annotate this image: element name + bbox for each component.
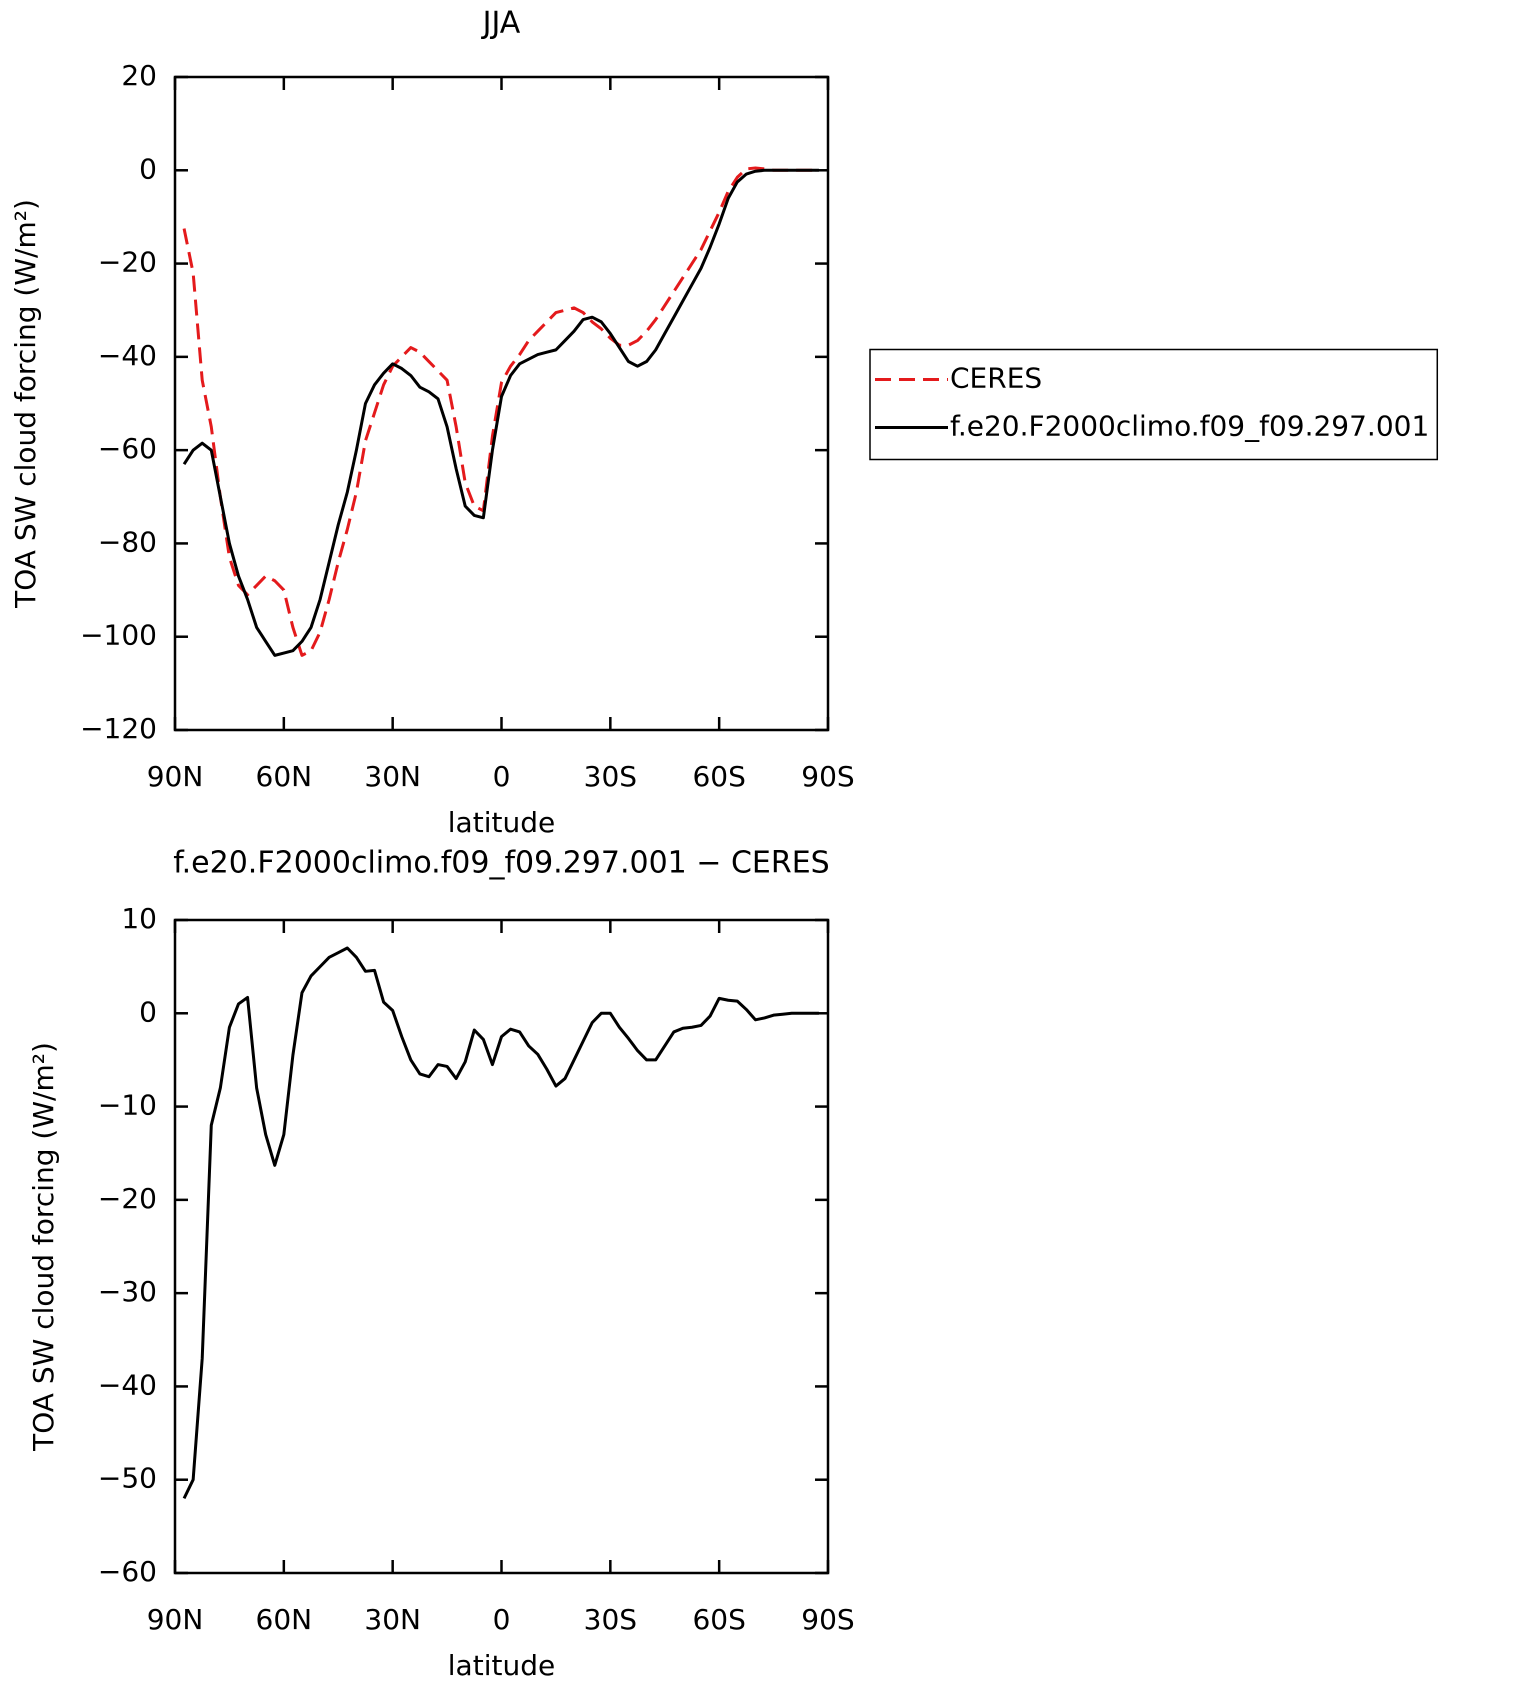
legend-label: CERES: [950, 362, 1042, 395]
y-tick-label: −100: [80, 619, 157, 652]
y-tick-label: −20: [98, 246, 157, 279]
y-tick-label: −40: [98, 1368, 157, 1401]
x-tick-label: 60N: [256, 1603, 313, 1636]
y-tick-label: 20: [121, 59, 157, 92]
chart-title: JJA: [481, 6, 521, 41]
data-line: [182, 168, 819, 657]
x-tick-label: 90S: [801, 760, 854, 793]
x-axis-label: latitude: [448, 806, 555, 839]
legend-box: [869, 348, 1439, 461]
x-tick-label: 60S: [692, 1603, 745, 1636]
y-tick-label: −60: [98, 432, 157, 465]
chart-title: f.e20.F2000climo.f09_f09.297.001 − CERES: [173, 846, 829, 881]
y-tick-label: −80: [98, 525, 157, 558]
x-tick-label: 0: [493, 760, 511, 793]
x-tick-label: 30S: [584, 1603, 637, 1636]
y-axis-label: TOA SW cloud forcing (W/m²): [9, 199, 42, 609]
y-tick-label: −50: [98, 1462, 157, 1495]
y-tick-label: −40: [98, 339, 157, 372]
y-tick-label: 0: [139, 152, 157, 185]
x-tick-label: 30N: [364, 760, 421, 793]
y-tick-label: −60: [98, 1555, 157, 1588]
x-tick-label: 0: [493, 1603, 511, 1636]
x-tick-label: 30N: [364, 1603, 421, 1636]
y-axis-label: TOA SW cloud forcing (W/m²): [27, 1042, 60, 1452]
y-tick-label: −10: [98, 1089, 157, 1122]
y-tick-label: −20: [98, 1182, 157, 1215]
x-tick-label: 60S: [692, 760, 745, 793]
plot-frame: [173, 918, 830, 1575]
y-tick-label: 10: [121, 902, 157, 935]
legend-label: f.e20.F2000climo.f09_f09.297.001: [950, 410, 1429, 443]
x-tick-label: 60N: [256, 760, 313, 793]
x-tick-label: 90S: [801, 1603, 854, 1636]
x-axis-label: latitude: [448, 1649, 555, 1682]
x-tick-label: 90N: [147, 760, 204, 793]
y-tick-label: −120: [80, 712, 157, 745]
x-tick-label: 90N: [147, 1603, 204, 1636]
data-line: [182, 166, 819, 657]
data-line: [182, 946, 819, 1500]
y-tick-label: 0: [139, 995, 157, 1028]
y-tick-label: −30: [98, 1275, 157, 1308]
x-tick-label: 30S: [584, 760, 637, 793]
